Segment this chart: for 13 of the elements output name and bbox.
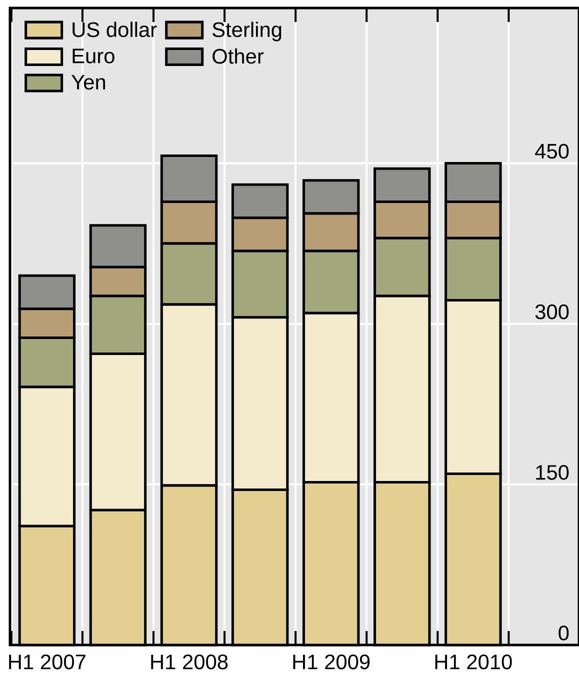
legend-label: Euro (72, 48, 114, 64)
y-tick-label: 150 (536, 465, 569, 480)
legend-label: Yen (72, 75, 106, 90)
legend-label: Other (212, 48, 264, 64)
legend-label: US dollar (72, 22, 157, 38)
y-tick-label: 300 (535, 304, 569, 320)
legend-label: Sterling (212, 22, 282, 42)
x-tick-label: H1 2009 (293, 654, 370, 670)
x-tick-label: H1 2010 (435, 654, 512, 670)
x-tick-label: H1 2007 (9, 654, 86, 670)
x-tick-label: H1 2008 (151, 654, 228, 670)
y-tick-label: 0 (558, 626, 569, 640)
y-tick-label: 450 (535, 144, 569, 159)
